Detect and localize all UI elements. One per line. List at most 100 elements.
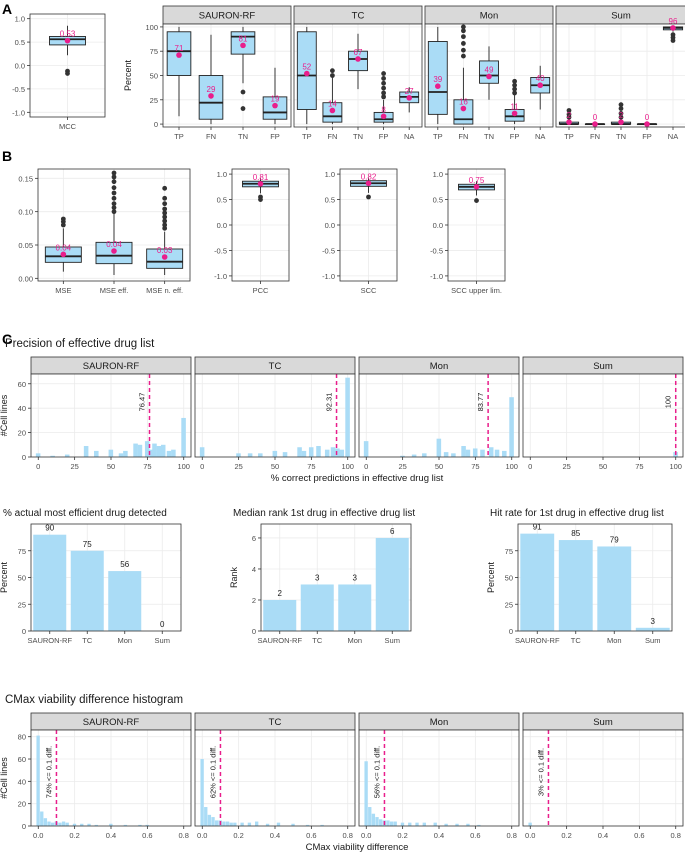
A-percent-tc-xtick-label-3: FP	[379, 132, 389, 141]
C-precision-tc-bar-7	[301, 450, 307, 457]
C-precision-tc-bar-4	[272, 450, 278, 457]
A-mcc-ytick-label-1: -0.5	[12, 85, 25, 94]
C-precision-sauronrf-xtick-label-4: 100	[177, 462, 190, 471]
B-pcc-mean-label-0: 0.81	[253, 173, 269, 182]
C-precision-tc-strip-label: TC	[269, 361, 282, 372]
B-mse-outlier-1-1	[111, 205, 117, 211]
C-rank-ytick-label-0: 0	[252, 627, 256, 636]
B-scc-outlier-0-0	[366, 194, 371, 200]
A-percent-mon-xtick-label-2: TN	[484, 132, 494, 141]
A-mcc-xtick-label-0: MCC	[59, 122, 77, 131]
A-mcc-ytick-label-3: 0.5	[15, 38, 25, 47]
C-cmax-mon-vline-label: 56% <= 0.1 diff.	[372, 746, 381, 798]
A-percent-ytick-label-1: 25	[150, 96, 158, 105]
C-cmax-sauronrf-bar-3	[47, 821, 51, 826]
A-percent-tc-outlier-3-3	[381, 80, 386, 86]
C-rank-ytick-label-2: 4	[252, 565, 256, 574]
C-rank-xtick-label-1: TC	[312, 636, 323, 645]
C-rank-title: Median rank 1st drug in effective drug l…	[233, 508, 415, 519]
C-precision-ytick-label-0: 0	[22, 453, 26, 462]
C-precision-sauronrf-bar-6	[118, 453, 124, 457]
C-rank-frame	[260, 523, 412, 632]
C-precision-tc-xtick-label-0: 0	[200, 462, 204, 471]
C-cmax-mon-xtick-label-1: 0.2	[397, 831, 407, 840]
C-cmax-sauronrf-bar-2	[43, 818, 48, 826]
C-cmax-mon-xtick-label-2: 0.4	[434, 831, 444, 840]
C-cmax-sum-strip-label: Sum	[593, 717, 613, 728]
C-precision-mon-vline-label: 83.77	[476, 393, 485, 412]
C-precision-sauronrf-xtick-label-0: 0	[36, 462, 40, 471]
C-precision-tc-bar-12	[335, 448, 340, 457]
C-precision-tc-bar-3	[258, 453, 263, 457]
C-detected-value-label-0: 90	[45, 524, 54, 533]
C-cmax-sauronrf-xtick-label-1: 0.2	[69, 831, 79, 840]
C-cmax-tc-bar-8	[229, 822, 233, 826]
B-mse-outlier-2-3	[162, 214, 168, 220]
C-cmax-ytick-label-2: 40	[18, 777, 26, 786]
A-percent-tc-strip-label: TC	[352, 11, 365, 22]
A-percent-mon-xtick-label-3: FP	[510, 132, 520, 141]
B-mse-outlier-1-4	[111, 190, 117, 196]
C-cmax-tc-bar-3	[211, 817, 215, 826]
C-precision-mon-bar-5	[443, 452, 449, 457]
C-precision-sauronrf-bar-10	[144, 441, 150, 457]
C-precision-sauronrf-bar-12	[152, 443, 157, 457]
A-percent-sauronrf-mean-label-1: 29	[207, 85, 216, 94]
C-precision-ytick-label-2: 40	[18, 404, 26, 413]
C-cmax-mon-bar-0	[364, 761, 368, 826]
A-percent-mon-mean-label-4: 40	[536, 74, 545, 83]
C-cmax-tc-bar-16	[305, 824, 310, 826]
C-precision-mon-bar-10	[480, 449, 485, 457]
A-percent-tc-outlier-1-0	[330, 73, 335, 78]
C-hitrate-value-label-1: 85	[571, 529, 580, 538]
C-detected-ytick-label-3: 75	[18, 547, 26, 556]
A-mcc-ytick-label-0: -1.0	[12, 108, 25, 117]
C-cmax-tc-bar-13	[265, 823, 270, 826]
C-rank-value-label-1: 3	[315, 573, 320, 582]
B-mse-ytick-label-2: 0.10	[18, 208, 33, 217]
A-percent-tc-box-0	[296, 31, 317, 110]
C-precision-sauronrf-bar-13	[156, 446, 162, 457]
A-percent-mon-mean-0	[435, 83, 441, 89]
A-percent-ylabel: Percent	[123, 59, 133, 91]
C-cmax-mon-bar-6	[386, 820, 390, 826]
C-precision-sum-xtick-label-1: 25	[562, 462, 570, 471]
B-mse-outlier-0-2	[60, 216, 66, 222]
C-precision-mon-bar-7	[461, 446, 466, 457]
B-mse-outlier-1-2	[111, 201, 117, 207]
A-percent-mon-mean-3	[511, 110, 518, 117]
C-cmax-tc-bar-0	[200, 759, 204, 826]
A-percent-sum-mean-label-0: 2	[567, 111, 572, 120]
C-precision-sauronrf-bar-8	[133, 443, 138, 457]
C-rank-ytick-label-1: 2	[252, 596, 256, 605]
C-cmax-sauronrf-vline-label: 74% <= 0.1 diff.	[44, 746, 53, 798]
C-precision-ytick-label-1: 20	[18, 429, 26, 438]
C-hitrate-bar-2	[597, 546, 632, 631]
C-cmax-tc-bar-11	[247, 822, 252, 826]
C-cmax-sum-xtick-label-3: 0.6	[634, 831, 644, 840]
panel-label-b: B	[2, 148, 12, 164]
C-precision-title: Precision of effective drug list	[5, 338, 155, 350]
C-rank-bar-0	[263, 599, 297, 631]
C-precision-sauronrf-bar-5	[108, 449, 114, 457]
C-cmax-mon-bar-11	[415, 822, 419, 826]
A-percent-sum-xtick-label-3: FP	[642, 132, 652, 141]
A-percent-sauronrf-mean-label-3: 19	[271, 95, 280, 104]
C-cmax-ytick-label-1: 20	[18, 800, 26, 809]
A-percent-sum-mean-1	[592, 121, 598, 127]
B-mse-frame	[37, 168, 191, 282]
A-percent-mon-mean-4	[537, 82, 543, 89]
A-percent-sum-mean-label-1: 0	[593, 113, 598, 122]
C-precision-mon-xtick-label-3: 75	[471, 462, 479, 471]
A-percent-sum-mean-0	[566, 119, 572, 125]
C-precision-sauronrf-bar-3	[83, 446, 89, 457]
B-mse-outlier-1-0	[111, 209, 117, 215]
A-percent-mon-mean-label-3: 11	[510, 102, 519, 111]
A-percent-sum-mean-label-2: 2	[619, 111, 624, 120]
C-detected-ytick-label-0: 0	[22, 627, 26, 636]
C-cmax-sauronrf-bar-4	[51, 822, 55, 826]
C-precision-sum-vline-label: 100	[664, 396, 673, 409]
A-percent-tc-outlier-3-4	[381, 76, 386, 81]
C-cmax-mon-bar-17	[477, 824, 481, 826]
